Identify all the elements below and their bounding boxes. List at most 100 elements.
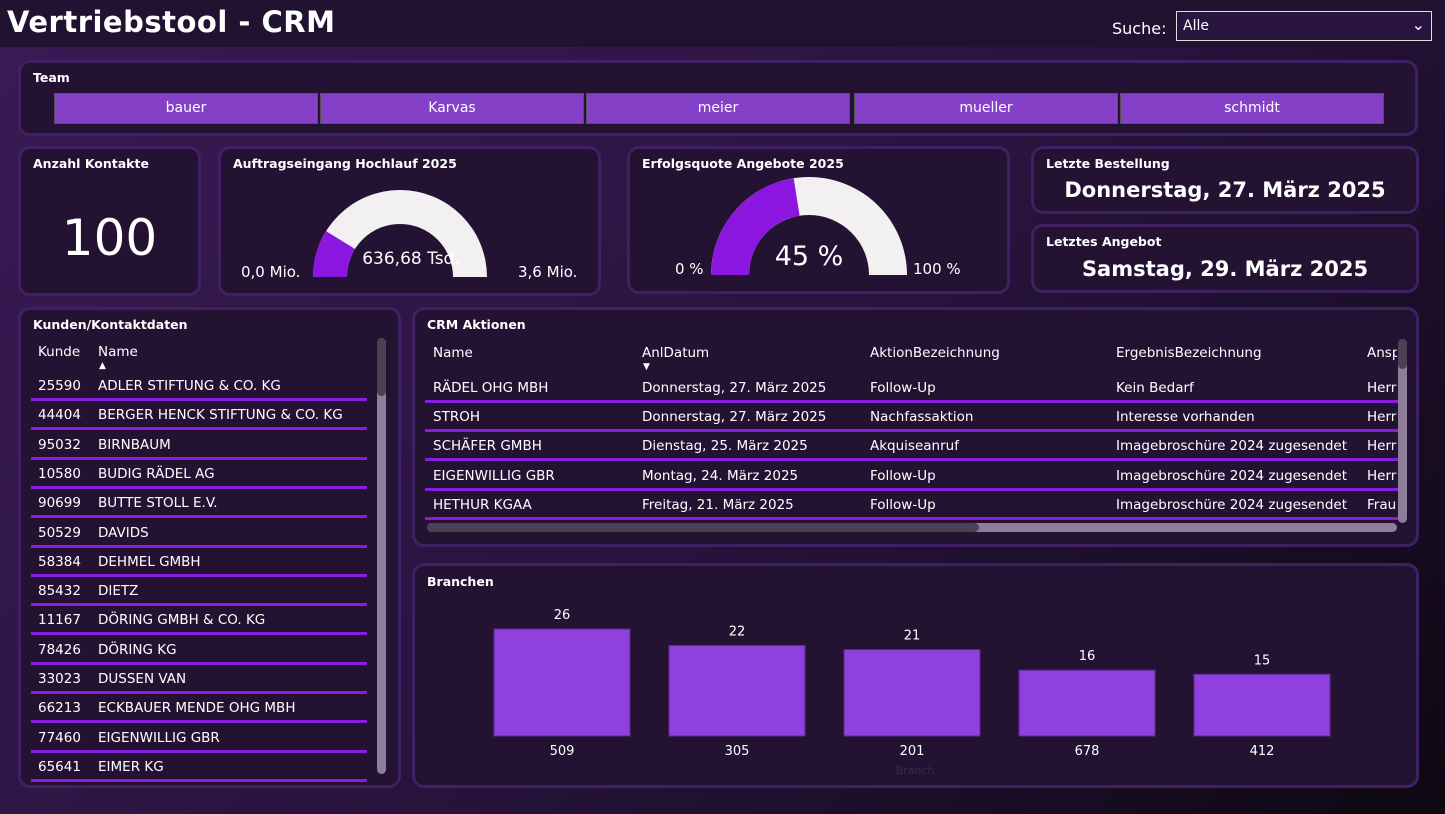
kunde-name: ADLER STIFTUNG & CO. KG	[98, 378, 281, 394]
kunde-id: 58384	[38, 553, 81, 570]
table-row[interactable]: STROH Donnerstag, 27. März 2025 Nachfassak…	[425, 403, 1400, 433]
cell-name: EIGENWILLIG GBR	[433, 467, 555, 484]
team-button-mueller[interactable]: mueller	[854, 93, 1118, 124]
table-row[interactable]: 66213 ECKBAUER MENDE OHG MBH	[31, 694, 367, 724]
kunde-id: 95032	[38, 436, 81, 453]
bar[interactable]	[1018, 669, 1156, 737]
table-row[interactable]: 65641 EIMER KG	[31, 753, 367, 782]
cell-ansprache: Herr	[1367, 409, 1397, 426]
gauge-max-label: 100 %	[913, 260, 961, 278]
x-tick-label: 509	[550, 744, 575, 759]
scrollbar-thumb[interactable]	[1398, 339, 1407, 369]
kunde-name: ECKBAUER MENDE OHG MBH	[98, 700, 296, 717]
cell-aktion: Follow-Up	[870, 380, 936, 396]
x-tick-label: 305	[725, 744, 750, 759]
data-label: 22	[729, 624, 746, 639]
sort-desc-icon: ▼	[643, 362, 650, 372]
table-row[interactable]: 85432 DIETZ	[31, 577, 367, 607]
chevron-down-icon: ⌄	[1411, 15, 1425, 34]
bar[interactable]	[493, 628, 631, 737]
kunde-id: 85432	[38, 583, 81, 600]
kontakte-title: Anzahl Kontakte	[33, 156, 149, 171]
quote-gauge	[711, 177, 907, 275]
kunde-name: EIGENWILLIG GBR	[98, 729, 220, 746]
crm-title: CRM Aktionen	[427, 317, 526, 332]
bar[interactable]	[668, 644, 806, 737]
search-dropdown[interactable]: Alle ⌄	[1176, 11, 1432, 41]
gauge-value-label: 636,68 Tsd.	[362, 249, 460, 269]
kunde-name: BIRNBAUM	[98, 436, 171, 453]
column-header-ansprache[interactable]: Ansp	[1367, 345, 1397, 361]
table-row[interactable]: RÄDEL OHG MBH Donnerstag, 27. März 2025 Fo…	[425, 374, 1400, 403]
vertical-scrollbar[interactable]	[377, 338, 386, 774]
search-value: Alle	[1183, 18, 1209, 34]
cell-ansprache: Herr	[1367, 438, 1397, 455]
table-row[interactable]: 11167 DÖRING GMBH & CO. KG	[31, 606, 367, 636]
kunde-name: DIETZ	[98, 583, 139, 600]
gauge-fill	[711, 178, 800, 275]
table-row[interactable]: 10580 BUDIG RÄDEL AG	[31, 460, 367, 489]
kunden-title: Kunden/Kontaktdaten	[33, 317, 188, 332]
bar[interactable]	[843, 649, 981, 737]
bar[interactable]	[1193, 673, 1331, 737]
cell-ergebnis: Imagebroschüre 2024 zugesendet	[1116, 496, 1348, 513]
kunde-id: 66213	[38, 700, 81, 717]
search-label: Suche:	[1112, 19, 1167, 38]
cell-datum: Dienstag, 25. März 2025	[642, 438, 808, 455]
scrollbar-thumb[interactable]	[377, 338, 386, 396]
kunde-id: 78426	[38, 641, 81, 658]
kontakte-card: Anzahl Kontakte 100	[18, 146, 201, 296]
table-row[interactable]: 77460 EIGENWILLIG GBR	[31, 724, 367, 753]
team-button-schmidt[interactable]: schmidt	[1120, 93, 1384, 124]
column-header-anldatum[interactable]: AnlDatum	[642, 345, 710, 361]
table-row[interactable]: 25590 ADLER STIFTUNG & CO. KG	[31, 372, 367, 401]
branchen-chart-panel: Branchen 26 509 22 305 21 201 16 678 15 412 Branch	[412, 563, 1419, 788]
kunde-name: EIMER KG	[98, 758, 164, 775]
gauge-value-label: 45 %	[774, 241, 844, 272]
gauge-max-label: 3,6 Mio.	[518, 263, 578, 281]
cell-datum: Montag, 24. März 2025	[642, 467, 799, 484]
x-axis-label: Branch	[896, 764, 935, 777]
scrollbar-thumb[interactable]	[427, 523, 979, 532]
table-row[interactable]: 58384 DEHMEL GMBH	[31, 548, 367, 577]
table-row[interactable]: 95032 BIRNBAUM	[31, 431, 367, 460]
table-row[interactable]: 44404 BERGER HENCK STIFTUNG & CO. KG	[31, 401, 367, 431]
letzte-bestellung-title: Letzte Bestellung	[1046, 156, 1170, 171]
team-panel: Team bauer Karvas meier mueller schmidt	[18, 60, 1418, 136]
auftrag-gauge-card: Auftragseingang Hochlauf 2025 0,0 Mio. 6…	[218, 146, 601, 296]
table-row[interactable]: EIGENWILLIG GBR Montag, 24. März 2025 Foll…	[425, 462, 1400, 491]
horizontal-scrollbar[interactable]	[427, 523, 1397, 532]
data-label: 16	[1079, 649, 1096, 664]
gauge-min-label: 0 %	[675, 260, 704, 278]
team-button-meier[interactable]: meier	[586, 93, 850, 124]
table-row[interactable]: 33023 DUSSEN VAN	[31, 665, 367, 694]
x-tick-label: 412	[1250, 744, 1275, 759]
cell-name: STROH	[433, 409, 480, 426]
team-button-bauer[interactable]: bauer	[54, 93, 318, 124]
cell-name: SCHÄFER GMBH	[433, 438, 542, 455]
vertical-scrollbar[interactable]	[1398, 339, 1407, 523]
team-button-karvas[interactable]: Karvas	[320, 93, 584, 124]
table-row[interactable]: HETHUR KGAA Freitag, 21. März 2025 Follow-…	[425, 491, 1400, 520]
auftrag-gauge	[313, 190, 487, 277]
column-header-name[interactable]: Name	[98, 344, 138, 360]
cell-ansprache: Herr	[1367, 467, 1397, 484]
column-header-kunde[interactable]: Kunde	[38, 344, 81, 360]
table-row[interactable]: 50529 DAVIDS	[31, 519, 367, 548]
gauge-fill	[313, 231, 355, 277]
table-row[interactable]: 90699 BUTTE STOLL E.V.	[31, 489, 367, 519]
cell-datum: Donnerstag, 27. März 2025	[642, 409, 827, 426]
letztes-angebot-value: Samstag, 29. März 2025	[1081, 257, 1369, 281]
letztes-angebot-card: Letztes Angebot Samstag, 29. März 2025	[1031, 224, 1419, 293]
cell-name: RÄDEL OHG MBH	[433, 380, 549, 396]
cell-ergebnis: Imagebroschüre 2024 zugesendet	[1116, 467, 1348, 484]
column-header-aktion[interactable]: AktionBezeichnung	[870, 345, 1000, 361]
table-row[interactable]: 78426 DÖRING KG	[31, 636, 367, 665]
team-title: Team	[33, 70, 70, 85]
kunde-name: DUSSEN VAN	[98, 671, 187, 687]
column-header-ergebnis[interactable]: ErgebnisBezeichnung	[1116, 345, 1262, 361]
gauge-min-label: 0,0 Mio.	[241, 263, 301, 281]
column-header-name[interactable]: Name	[433, 345, 473, 361]
table-row[interactable]: SCHÄFER GMBH Dienstag, 25. März 2025 Akqui…	[425, 432, 1400, 462]
quote-gauge-card: Erfolgsquote Angebote 2025 0 % 45 % 100 …	[627, 146, 1010, 294]
